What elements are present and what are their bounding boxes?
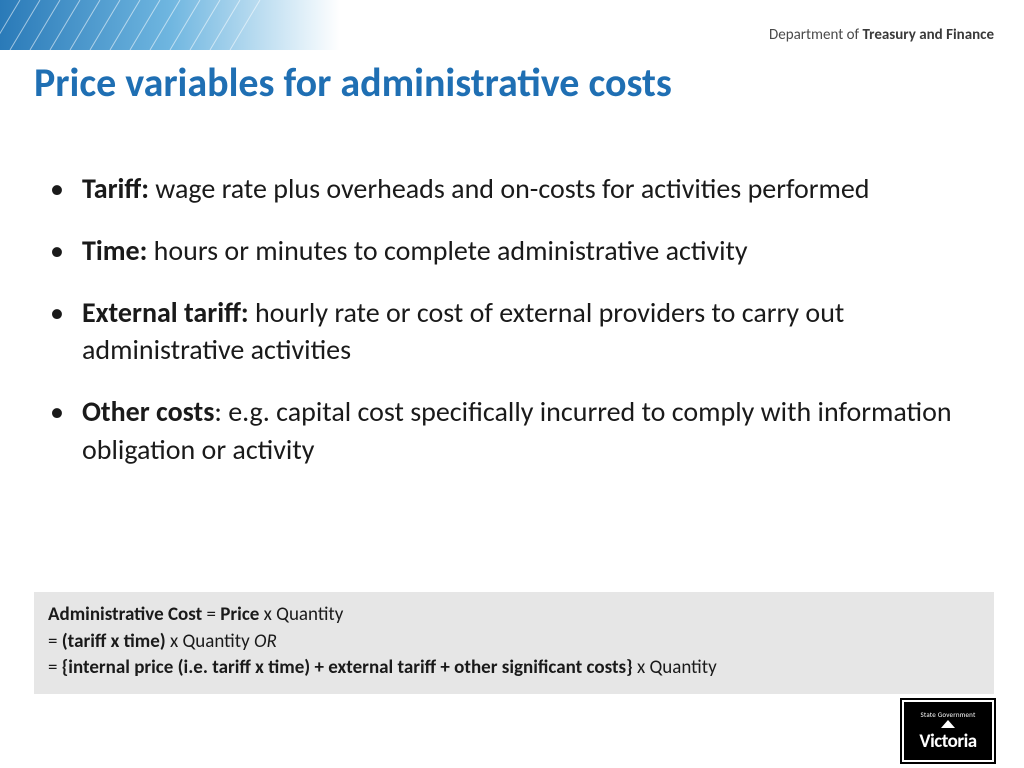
bullet-item: Time: hours or minutes to complete admin…	[44, 232, 984, 270]
formula-text: =	[202, 603, 220, 626]
department-label: Department of Treasury and Finance	[769, 26, 994, 44]
formula-or: OR	[254, 630, 277, 653]
bullet-label: External tariff:	[82, 295, 249, 330]
bullet-text: wage rate plus overheads and on-costs fo…	[149, 171, 870, 206]
department-prefix: Department of	[769, 26, 863, 44]
logo-triangle-icon	[941, 720, 955, 728]
formula-text: =	[48, 656, 62, 679]
formula-term: Administrative Cost	[48, 603, 202, 626]
bullet-label: Tariff:	[82, 171, 149, 206]
bullet-label: Time:	[82, 233, 147, 268]
formula-text: x Quantity	[633, 656, 717, 679]
header-accent-graphic	[0, 0, 340, 50]
formula-term: Price	[220, 603, 259, 626]
bullet-item: Other costs: e.g. capital cost specifica…	[44, 393, 984, 469]
slide: Department of Treasury and Finance Price…	[0, 0, 1024, 768]
formula-text: x Quantity	[166, 630, 254, 653]
formula-term: (tariff x time)	[62, 630, 166, 653]
bullet-text: hours or minutes to complete administrat…	[147, 233, 747, 268]
victoria-state-logo: State Government Victoria	[902, 700, 994, 762]
formula-line-3: = {internal price (i.e. tariff x time) +…	[48, 655, 980, 682]
bullet-label: Other costs	[82, 394, 214, 429]
formula-term: {internal price (i.e. tariff x time) + e…	[62, 656, 633, 679]
logo-line2: Victoria	[919, 730, 976, 753]
logo-line1: State Government	[920, 710, 975, 719]
slide-title: Price variables for administrative costs	[34, 58, 672, 107]
bullet-item: External tariff: hourly rate or cost of …	[44, 294, 984, 370]
bullet-item: Tariff: wage rate plus overheads and on-…	[44, 170, 984, 208]
formula-box: Administrative Cost = Price x Quantity =…	[34, 592, 994, 694]
formula-text: x Quantity	[259, 603, 343, 626]
formula-line-1: Administrative Cost = Price x Quantity	[48, 602, 980, 629]
formula-text: =	[48, 630, 62, 653]
bullet-list: Tariff: wage rate plus overheads and on-…	[44, 170, 984, 493]
department-name: Treasury and Finance	[863, 26, 995, 44]
formula-line-2: = (tariff x time) x Quantity OR	[48, 629, 980, 656]
